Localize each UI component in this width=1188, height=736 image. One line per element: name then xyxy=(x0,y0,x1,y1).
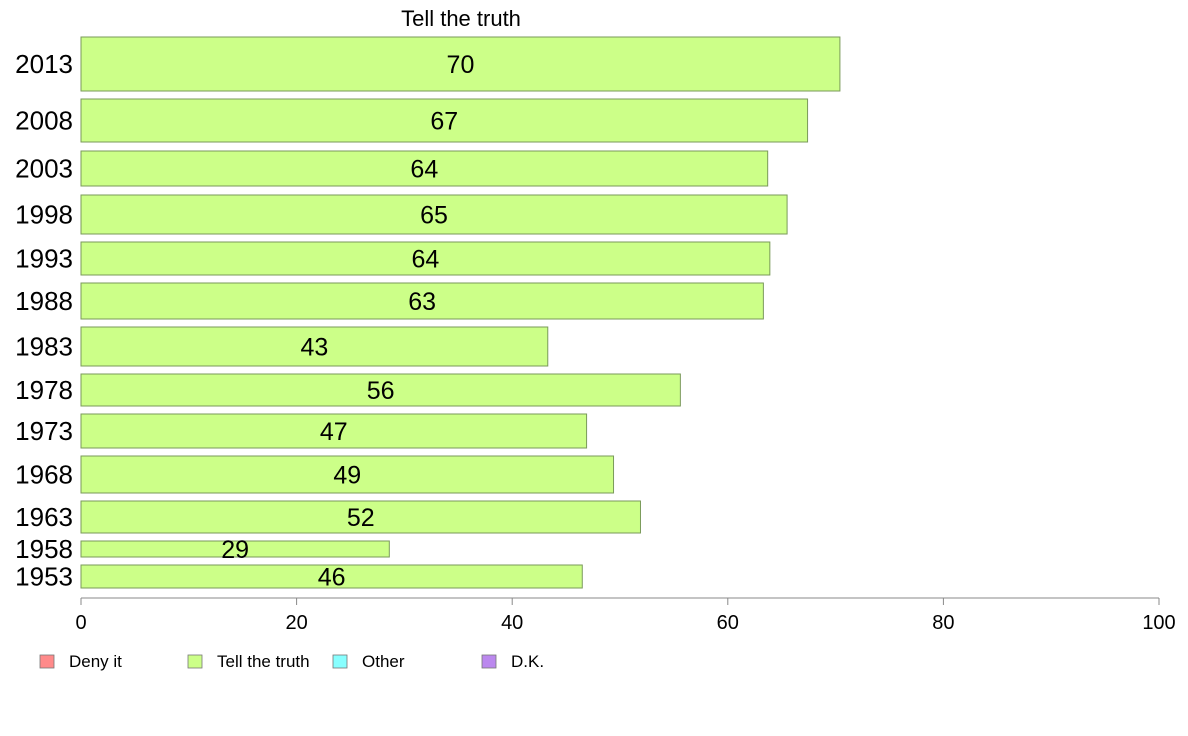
category-label-2003: 2003 xyxy=(15,154,73,184)
category-label-1958: 1958 xyxy=(15,534,73,564)
category-label-2008: 2008 xyxy=(15,106,73,136)
bar-1988 xyxy=(80,282,764,320)
bar-1993 xyxy=(80,241,771,276)
category-label-2013: 2013 xyxy=(15,49,73,79)
category-label-1978: 1978 xyxy=(15,375,73,405)
value-label-1968: 49 xyxy=(333,462,361,490)
value-label-1993: 64 xyxy=(412,246,440,274)
category-label-1973: 1973 xyxy=(15,416,73,446)
legend: Deny it Tell the truth Other D.K. xyxy=(39,652,544,671)
bars-group: 2013 70 2008 67 2003 64 1998 65 1993 64 1988 63 1983… xyxy=(15,36,841,592)
legend-label: Tell the truth xyxy=(217,652,310,671)
bar-1973 xyxy=(80,413,588,449)
value-label-1973: 47 xyxy=(320,418,348,446)
bar-1963 xyxy=(80,500,641,534)
bar-2013 xyxy=(80,36,841,92)
value-label-2008: 67 xyxy=(430,108,458,136)
legend-swatch xyxy=(481,654,497,669)
bar-1983 xyxy=(80,326,549,367)
category-label-1988: 1988 xyxy=(15,286,73,316)
legend-label: D.K. xyxy=(511,652,544,671)
category-label-1983: 1983 xyxy=(15,332,73,362)
value-label-2003: 64 xyxy=(410,156,438,184)
value-label-1958: 29 xyxy=(221,536,249,564)
x-tick-label: 20 xyxy=(285,612,307,634)
category-label-1998: 1998 xyxy=(15,200,73,230)
legend-swatch xyxy=(187,654,203,669)
value-label-1963: 52 xyxy=(347,504,375,532)
bar-2003 xyxy=(80,150,769,187)
chart-title: Tell the truth xyxy=(401,6,521,31)
bar-1958 xyxy=(80,540,390,558)
bar-1953 xyxy=(80,564,583,589)
x-tick-label: 40 xyxy=(501,612,523,634)
legend-swatch xyxy=(39,654,55,669)
x-tick-label: 60 xyxy=(717,612,739,634)
value-label-1983: 43 xyxy=(300,334,328,362)
x-tick-label: 100 xyxy=(1142,612,1175,634)
value-label-1978: 56 xyxy=(367,377,395,405)
value-label-1953: 46 xyxy=(318,564,346,592)
x-tick-label: 80 xyxy=(932,612,954,634)
bar-1968 xyxy=(80,455,615,494)
bar-1998 xyxy=(80,194,788,235)
category-label-1953: 1953 xyxy=(15,562,73,592)
value-label-2013: 70 xyxy=(447,51,475,79)
x-tick-label: 0 xyxy=(75,612,86,634)
legend-label: Deny it xyxy=(69,652,122,671)
value-label-1988: 63 xyxy=(408,288,436,316)
category-label-1963: 1963 xyxy=(15,502,73,532)
bar-2008 xyxy=(80,98,809,143)
legend-label: Other xyxy=(362,652,405,671)
x-axis: 0 20 40 60 80 100 xyxy=(75,597,1176,634)
value-label-1998: 65 xyxy=(420,202,448,230)
category-label-1968: 1968 xyxy=(15,460,73,490)
legend-swatch xyxy=(332,654,348,669)
category-label-1993: 1993 xyxy=(15,244,73,274)
bar-1978 xyxy=(80,373,681,407)
